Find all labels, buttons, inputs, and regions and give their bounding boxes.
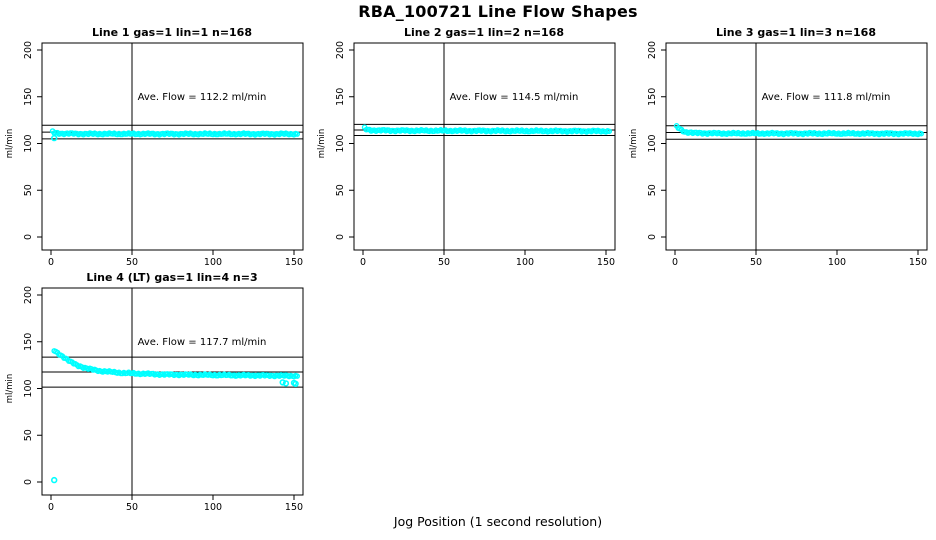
data-points	[49, 128, 301, 138]
y-tick-label: 150	[23, 333, 34, 351]
y-tick-label: 100	[647, 134, 658, 152]
subplot-title: Line 1 gas=1 lin=1 n=168	[92, 26, 252, 39]
subplot-line4-canvas: Line 4 (LT) gas=1 lin=4 n=3 0 50 100 150 0 50 1…	[5, 271, 304, 513]
y-axis-label: ml/min	[5, 129, 15, 159]
subplot-title: Line 2 gas=1 lin=2 n=168	[404, 26, 564, 39]
x-tick-label: 150	[909, 257, 927, 265]
x-tick-label: 0	[48, 502, 54, 510]
subplot-line2: Line 2 gas=1 lin=2 n=168 0 50 100 150 0 50 100 1…	[312, 20, 624, 268]
y-tick-label: 200	[647, 41, 658, 59]
x-tick-label: 100	[828, 257, 846, 265]
x-tick-label: 50	[438, 257, 450, 265]
y-tick-label: 0	[647, 234, 658, 240]
ave-flow-annotation: Ave. Flow = 117.7 ml/min	[138, 337, 267, 348]
subplot-line1: Line 1 gas=1 lin=1 n=168 0 50 100 150 0 50 100 1…	[0, 20, 312, 268]
y-tick-label: 200	[23, 41, 34, 59]
plot-box	[353, 42, 616, 251]
data-points	[673, 123, 925, 138]
figure-title: RBA_100721 Line Flow Shapes	[358, 2, 638, 21]
x-tick-label: 150	[597, 257, 615, 265]
y-tick-label: 100	[23, 379, 34, 397]
plot-box	[665, 42, 928, 251]
outlier-point	[50, 134, 58, 142]
x-axis-label: Jog Position (1 second resolution)	[393, 514, 603, 529]
y-tick-label: 100	[335, 134, 346, 152]
outlier-point	[279, 379, 286, 386]
x-tick-label: 0	[360, 257, 366, 265]
subplot-title: Line 4 (LT) gas=1 lin=4 n=3	[86, 271, 257, 284]
y-tick-label: 50	[23, 184, 34, 196]
x-tick-label: 100	[516, 257, 534, 265]
y-axis-label: ml/min	[629, 129, 639, 159]
x-tick-label: 150	[285, 502, 303, 510]
x-tick-label: 0	[48, 257, 54, 265]
outlier-point	[50, 476, 58, 484]
y-axis-label: ml/min	[317, 129, 327, 159]
ave-flow-annotation: Ave. Flow = 112.2 ml/min	[138, 92, 267, 103]
empty-cell-1	[312, 265, 624, 510]
y-axis-label: ml/min	[5, 374, 15, 404]
x-tick-label: 100	[204, 257, 222, 265]
y-tick-label: 200	[335, 41, 346, 59]
subplot-line3-canvas: Line 3 gas=1 lin=3 n=168 0 50 100 150 0 50 100 1…	[629, 26, 928, 268]
y-tick-label: 50	[647, 184, 658, 196]
x-tick-label: 0	[672, 257, 678, 265]
x-tick-label: 50	[750, 257, 762, 265]
x-tick-label: 100	[204, 502, 222, 510]
y-tick-label: 0	[335, 234, 346, 240]
x-tick-label: 150	[285, 257, 303, 265]
y-tick-label: 150	[335, 88, 346, 106]
y-tick-label: 50	[335, 184, 346, 196]
ave-flow-annotation: Ave. Flow = 114.5 ml/min	[450, 92, 579, 103]
y-tick-label: 200	[23, 286, 34, 304]
y-tick-label: 0	[23, 479, 34, 485]
y-tick-label: 100	[23, 134, 34, 152]
outlier-point	[292, 380, 299, 388]
ave-flow-annotation: Ave. Flow = 111.8 ml/min	[762, 92, 891, 103]
subplot-line4: Line 4 (LT) gas=1 lin=4 n=3 0 50 100 150 0 50 1…	[0, 265, 312, 513]
x-tick-label: 50	[126, 257, 138, 265]
y-tick-label: 150	[23, 88, 34, 106]
subplot-title: Line 3 gas=1 lin=3 n=168	[716, 26, 876, 39]
y-tick-label: 150	[647, 88, 658, 106]
data-points	[51, 348, 301, 380]
subplot-line3: Line 3 gas=1 lin=3 n=168 0 50 100 150 0 50 100 1…	[624, 20, 936, 268]
plot-box	[41, 42, 304, 251]
subplot-line1-canvas: Line 1 gas=1 lin=1 n=168 0 50 100 150 0 50 100 1…	[5, 26, 304, 268]
data-points	[361, 124, 613, 135]
y-tick-label: 50	[23, 429, 34, 441]
outlier-point	[282, 380, 290, 387]
plot-box	[41, 287, 304, 496]
y-tick-label: 0	[23, 234, 34, 240]
x-tick-label: 50	[126, 502, 138, 510]
plot-grid: Line 1 gas=1 lin=1 n=168 0 50 100 150 0 50 100 1…	[0, 20, 936, 513]
subplot-line2-canvas: Line 2 gas=1 lin=2 n=168 0 50 100 150 0 50 100 1…	[317, 26, 616, 268]
empty-cell-2	[624, 265, 936, 510]
